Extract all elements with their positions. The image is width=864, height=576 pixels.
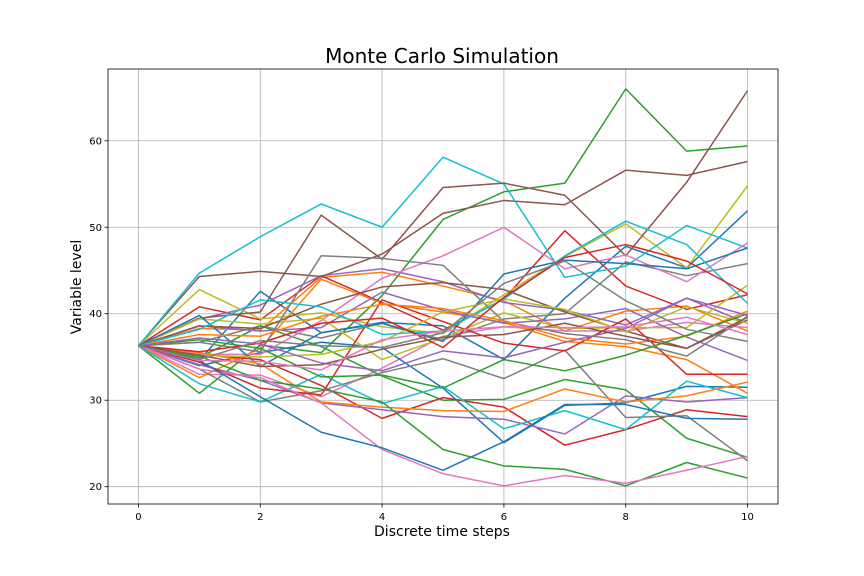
y-axis-label: Variable level <box>69 240 85 334</box>
series-line-22 <box>138 344 748 413</box>
y-tick-label: 50 <box>89 223 102 234</box>
series-line-28 <box>138 255 748 357</box>
series-line-13 <box>138 325 748 459</box>
series-line-35 <box>138 297 748 372</box>
series-line-26 <box>138 281 748 350</box>
x-tick-label: 2 <box>257 512 263 523</box>
y-tick-label: 30 <box>89 396 102 407</box>
series-line-18 <box>138 345 748 462</box>
series-line-19 <box>138 284 748 361</box>
series-line-31 <box>138 345 748 472</box>
series-line-27 <box>138 345 748 487</box>
series-line-32 <box>138 303 748 347</box>
series-line-20 <box>138 345 748 431</box>
series-line-10 <box>137 156 748 347</box>
series-line-6 <box>137 160 748 347</box>
series-line-4 <box>138 229 748 347</box>
series-line-21 <box>138 247 748 368</box>
series-lines <box>137 88 749 487</box>
y-tick-label: 40 <box>89 309 102 320</box>
series-line-36 <box>138 316 748 368</box>
chart-title: Monte Carlo Simulation <box>325 44 559 68</box>
series-line-14 <box>138 344 748 446</box>
series-line-17 <box>138 226 748 356</box>
x-tick-label: 8 <box>623 512 629 523</box>
y-tick-label: 60 <box>89 136 102 147</box>
series-line-16 <box>138 90 749 347</box>
series-line-38 <box>138 260 748 361</box>
plot-frame <box>107 68 779 505</box>
series-line-34 <box>138 243 748 353</box>
x-axis-label: Discrete time steps <box>374 524 510 540</box>
series-line-23 <box>138 345 748 487</box>
x-tick-label: 4 <box>379 512 385 523</box>
x-tick-label: 0 <box>135 512 141 523</box>
x-tick-label: 6 <box>501 512 507 523</box>
axis-ticks: 0 2 4 6 8 10 20 30 40 50 60 <box>89 136 754 523</box>
x-tick-label: 10 <box>741 512 754 523</box>
series-line-37 <box>138 316 748 371</box>
y-tick-label: 20 <box>89 482 102 493</box>
series-line-8 <box>138 261 748 347</box>
